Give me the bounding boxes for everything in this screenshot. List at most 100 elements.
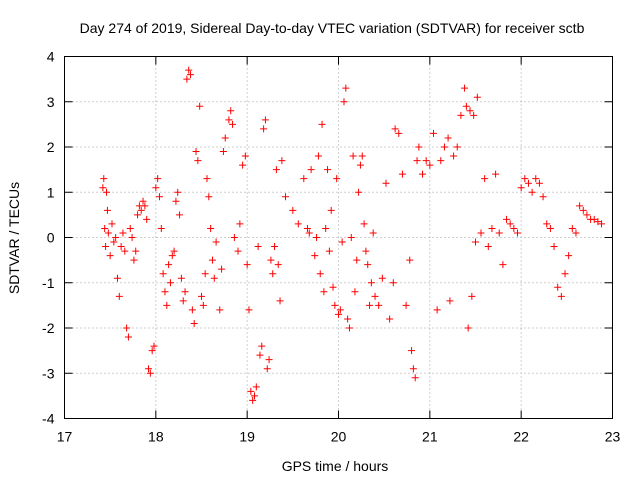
y-tick-label-4: 0 [47, 230, 55, 246]
data-point [318, 120, 326, 128]
data-point [472, 238, 479, 246]
data-point [141, 202, 149, 210]
data-point [543, 220, 551, 228]
data-point [303, 224, 311, 232]
data-point [152, 184, 160, 192]
data-point [143, 215, 151, 223]
data-point [331, 301, 339, 309]
data-point [103, 188, 111, 196]
data-point [378, 274, 386, 282]
data-point [176, 211, 184, 219]
data-point [565, 252, 573, 260]
data-point [128, 234, 136, 241]
y-tick-label-3: -1 [42, 275, 55, 291]
data-point [539, 193, 547, 201]
data-point [367, 279, 375, 287]
data-point [351, 288, 359, 296]
data-point [411, 374, 419, 382]
data-point [355, 188, 363, 196]
data-point [210, 274, 218, 282]
data-point [453, 143, 461, 151]
data-point [422, 157, 430, 165]
data-point [446, 297, 454, 305]
data-point [550, 243, 558, 251]
x-axis-ticks: 17 18 19 20 21 22 23 [57, 56, 621, 445]
data-point [314, 152, 322, 160]
data-point [322, 224, 330, 232]
data-point [576, 202, 584, 210]
data-point [271, 243, 279, 251]
data-markers [99, 66, 606, 404]
data-point [207, 224, 215, 232]
data-point [117, 243, 125, 251]
data-point [415, 143, 423, 151]
data-point [124, 333, 132, 341]
data-point [517, 184, 525, 192]
x-tick-label-6: 23 [605, 429, 621, 445]
data-point [461, 84, 469, 92]
data-point [535, 179, 543, 187]
data-point [391, 125, 399, 133]
data-point [108, 220, 116, 228]
data-point [247, 387, 255, 395]
data-point [256, 351, 264, 359]
data-point [371, 292, 379, 300]
data-point [110, 238, 118, 246]
data-point [325, 247, 333, 255]
x-tick-label-5: 22 [513, 429, 529, 445]
data-point [168, 252, 176, 260]
data-point [276, 297, 284, 305]
data-point [282, 193, 290, 201]
data-point [492, 170, 500, 178]
data-point [146, 369, 154, 377]
y-tick-label-0: -4 [42, 411, 55, 427]
data-point [199, 301, 207, 309]
x-tick-label-0: 17 [57, 429, 73, 445]
data-point [119, 229, 127, 237]
data-point [198, 292, 205, 300]
data-point [130, 256, 138, 264]
data-point [172, 197, 180, 205]
data-point [221, 134, 229, 142]
data-point [126, 224, 134, 232]
data-point [316, 270, 324, 278]
data-point [174, 188, 182, 196]
data-point [313, 234, 321, 241]
data-point [260, 125, 268, 133]
data-point [161, 288, 169, 296]
data-point [154, 175, 162, 183]
data-point [579, 206, 587, 214]
data-point [201, 270, 209, 278]
data-point [506, 220, 514, 228]
data-point [267, 256, 275, 264]
data-point [132, 247, 140, 255]
data-point [166, 279, 174, 287]
data-point [437, 157, 445, 165]
data-point [440, 143, 448, 151]
data-point [375, 301, 383, 309]
data-point [192, 148, 200, 156]
data-point [208, 256, 216, 264]
data-point [444, 134, 452, 142]
data-point [499, 261, 507, 269]
data-point [386, 315, 394, 323]
data-point [145, 365, 153, 373]
data-point [426, 161, 434, 169]
data-point [106, 252, 114, 260]
data-point [389, 279, 397, 287]
data-point [194, 157, 202, 165]
data-point [115, 292, 123, 300]
data-point [521, 175, 529, 183]
data-point [510, 224, 518, 232]
data-point [249, 396, 257, 404]
data-point [360, 220, 368, 228]
x-axis-title: GPS time / hours [282, 458, 389, 474]
data-point [524, 179, 532, 187]
data-point [342, 84, 350, 92]
data-point [473, 93, 481, 101]
y-tick-label-1: -3 [42, 365, 55, 381]
data-point [269, 270, 277, 278]
data-point [121, 247, 129, 255]
data-point [568, 224, 576, 232]
